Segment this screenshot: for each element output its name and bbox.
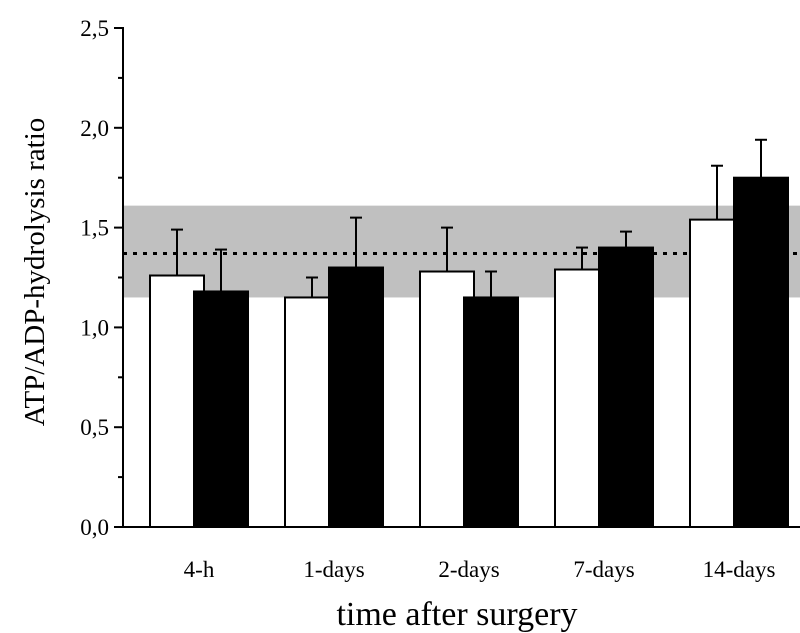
x-ticks-group: 4-h 1-days 2-days 7-days 14-days <box>184 557 776 582</box>
x-tick-label: 2-days <box>438 557 499 582</box>
bar <box>193 290 249 528</box>
y-ticks-group: 0,0 0,5 1,0 1,5 2,0 2,5 <box>80 16 123 540</box>
x-tick-label: 14-days <box>703 557 776 582</box>
y-tick-label: 2,5 <box>80 16 109 41</box>
bar <box>463 296 519 528</box>
y-tick-label: 0,0 <box>80 515 109 540</box>
x-tick-label: 1-days <box>303 557 364 582</box>
bar <box>733 176 789 528</box>
y-tick-label: 1,0 <box>80 315 109 340</box>
bar <box>598 246 654 528</box>
y-tick-label: 0,5 <box>80 415 109 440</box>
bars-group <box>149 176 789 528</box>
x-axis-title: time after surgery <box>336 596 577 633</box>
y-tick-label: 2,0 <box>80 116 109 141</box>
error-bars-group <box>171 138 767 298</box>
x-tick-label: 7-days <box>573 557 634 582</box>
bar <box>328 266 384 528</box>
y-tick-label: 1,5 <box>80 216 109 241</box>
y-axis-title: ATP/ADP-hydrolysis ratio <box>19 118 51 427</box>
x-tick-label: 4-h <box>184 557 215 582</box>
